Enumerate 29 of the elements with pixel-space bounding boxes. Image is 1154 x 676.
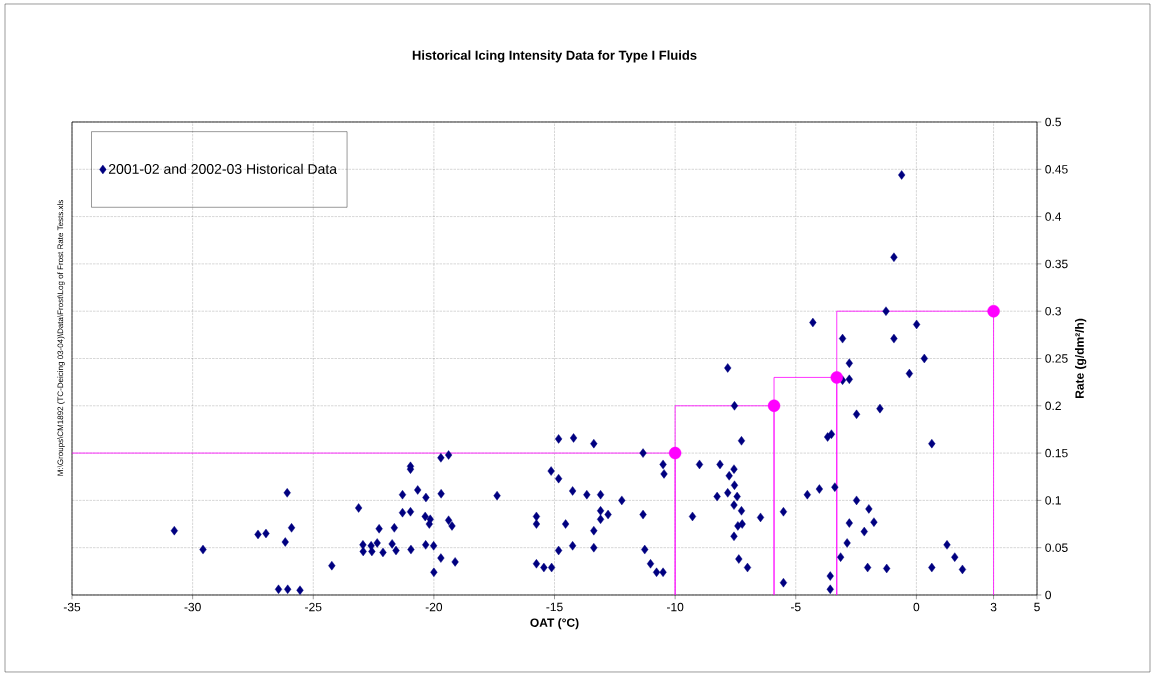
x-tick-label: 5 [1034, 602, 1040, 612]
point [987, 304, 1000, 318]
y-tick-label: 0.4 [1045, 212, 1062, 221]
y-tick-label: 0.35 [1045, 259, 1068, 269]
text: M:\Groups\CM1892 (TC-Deicing 03-04)\Data\Frost\Log of Frost Rate Tests.xls [57, 200, 65, 476]
x-tick-label: 0 [913, 602, 920, 612]
y-tick-label: 0.3 [1045, 306, 1061, 316]
y-axis-title: Rate (g/dm²/h) [1075, 318, 1087, 399]
point [668, 446, 682, 460]
y-tick-label: 0 [1045, 590, 1052, 600]
x-tick-label: -15 [546, 602, 563, 612]
legend-label: 2001-02 and 2002-03 Historical Data [108, 163, 338, 174]
y-tick-label: 0.25 [1045, 354, 1068, 363]
x-tick-label: 3 [990, 602, 997, 612]
y-tick-label: 0.1 [1045, 496, 1061, 505]
x-tick-label: -30 [184, 602, 201, 612]
x-tick-label: -5 [790, 602, 801, 612]
point [767, 399, 781, 412]
x-tick-label: -25 [305, 602, 322, 612]
y-tick-label: 0.5 [1045, 117, 1061, 127]
chart-title: Historical Icing Intensity Data for Type I Fluids [412, 50, 697, 63]
y-tick-label: 0.15 [1045, 448, 1068, 458]
y-tick-label: 0.05 [1045, 543, 1068, 552]
x-axis-title: OAT (°C) [530, 618, 579, 630]
x-tick-label: -10 [666, 602, 684, 612]
y-tick-label: 0.2 [1045, 401, 1061, 411]
x-tick-label: -35 [63, 602, 81, 612]
x-tick-label: -20 [425, 602, 443, 612]
y-tick-label: 0.45 [1045, 165, 1068, 174]
